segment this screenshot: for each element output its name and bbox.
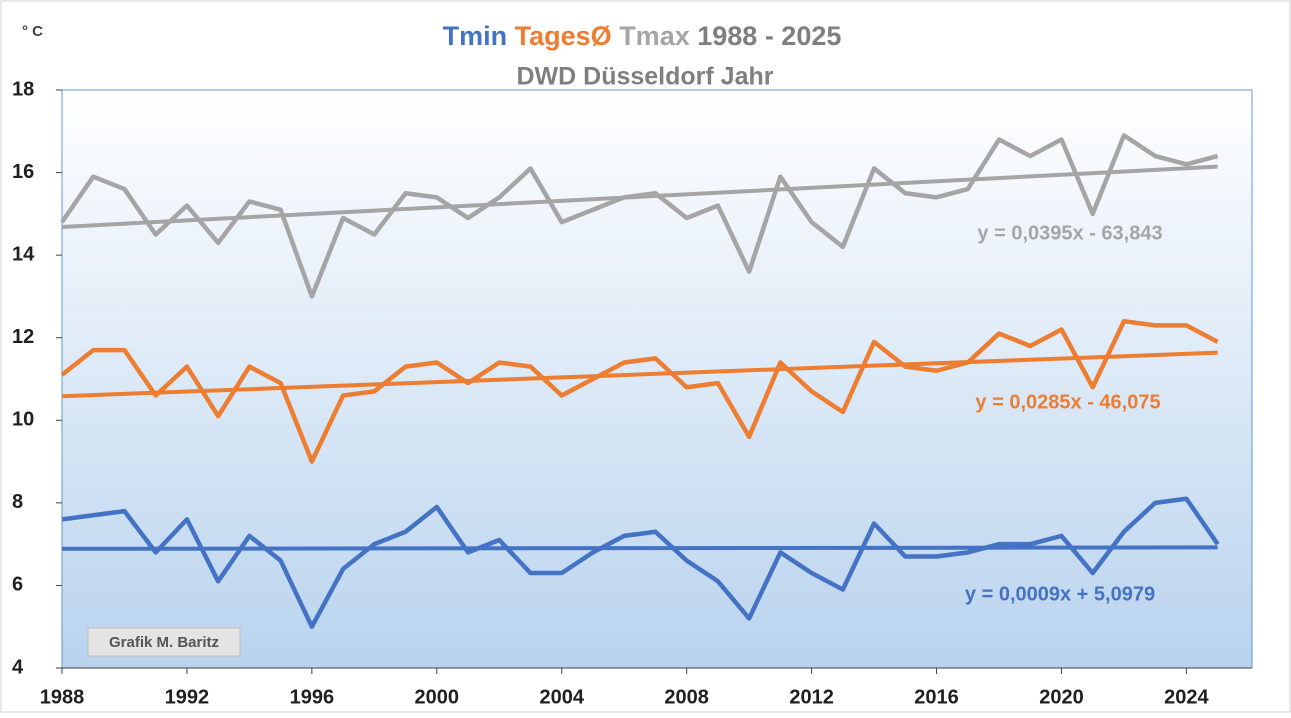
chart-subtitle: DWD Düsseldorf Jahr xyxy=(517,63,774,91)
trend-label: y = 0,0395x - 63,843 xyxy=(977,222,1162,244)
y-tick-label: 12 xyxy=(12,326,34,348)
y-tick-label: 16 xyxy=(12,161,34,183)
x-tick-label: 2020 xyxy=(1039,686,1084,708)
x-tick-label: 2012 xyxy=(789,686,834,708)
title-series: TagesØ xyxy=(515,21,612,51)
annotation-box xyxy=(87,627,241,657)
trend-line xyxy=(61,545,1218,551)
chart-title: Tmin TagesØ Tmax 1988 - 2025 xyxy=(443,21,842,51)
y-unit: ° C xyxy=(22,23,43,40)
y-tick-label: 8 xyxy=(12,491,23,513)
x-tick-label: 1988 xyxy=(40,686,85,708)
x-tick-label: 2000 xyxy=(415,686,460,708)
title-years: 1988 - 2025 xyxy=(697,21,841,51)
trend-line xyxy=(61,350,1218,399)
plot-area xyxy=(61,89,1253,669)
x-tick-label: 2024 xyxy=(1164,686,1209,708)
y-tick-label: 4 xyxy=(12,656,24,678)
title-series: Tmin xyxy=(443,21,508,51)
annotation: Grafik M. Baritz xyxy=(109,634,219,651)
trend-label: y = 0,0009x + 5,0979 xyxy=(965,583,1155,605)
series-line xyxy=(60,318,1219,464)
trend-label: y = 0,0285x - 46,075 xyxy=(975,391,1160,413)
x-tick-label: 1996 xyxy=(290,686,335,708)
x-tick-label: 2016 xyxy=(914,686,959,708)
title-series: Tmax xyxy=(619,21,690,51)
y-tick-label: 14 xyxy=(12,243,35,265)
y-tick-label: 6 xyxy=(12,574,23,596)
y-tick-label: 18 xyxy=(12,78,34,100)
x-tick-label: 1992 xyxy=(165,686,210,708)
x-tick-label: 2004 xyxy=(539,686,584,708)
series-line xyxy=(61,496,1220,629)
y-tick-label: 10 xyxy=(12,409,34,431)
trend-line xyxy=(61,164,1218,229)
x-tick-label: 2008 xyxy=(664,686,709,708)
